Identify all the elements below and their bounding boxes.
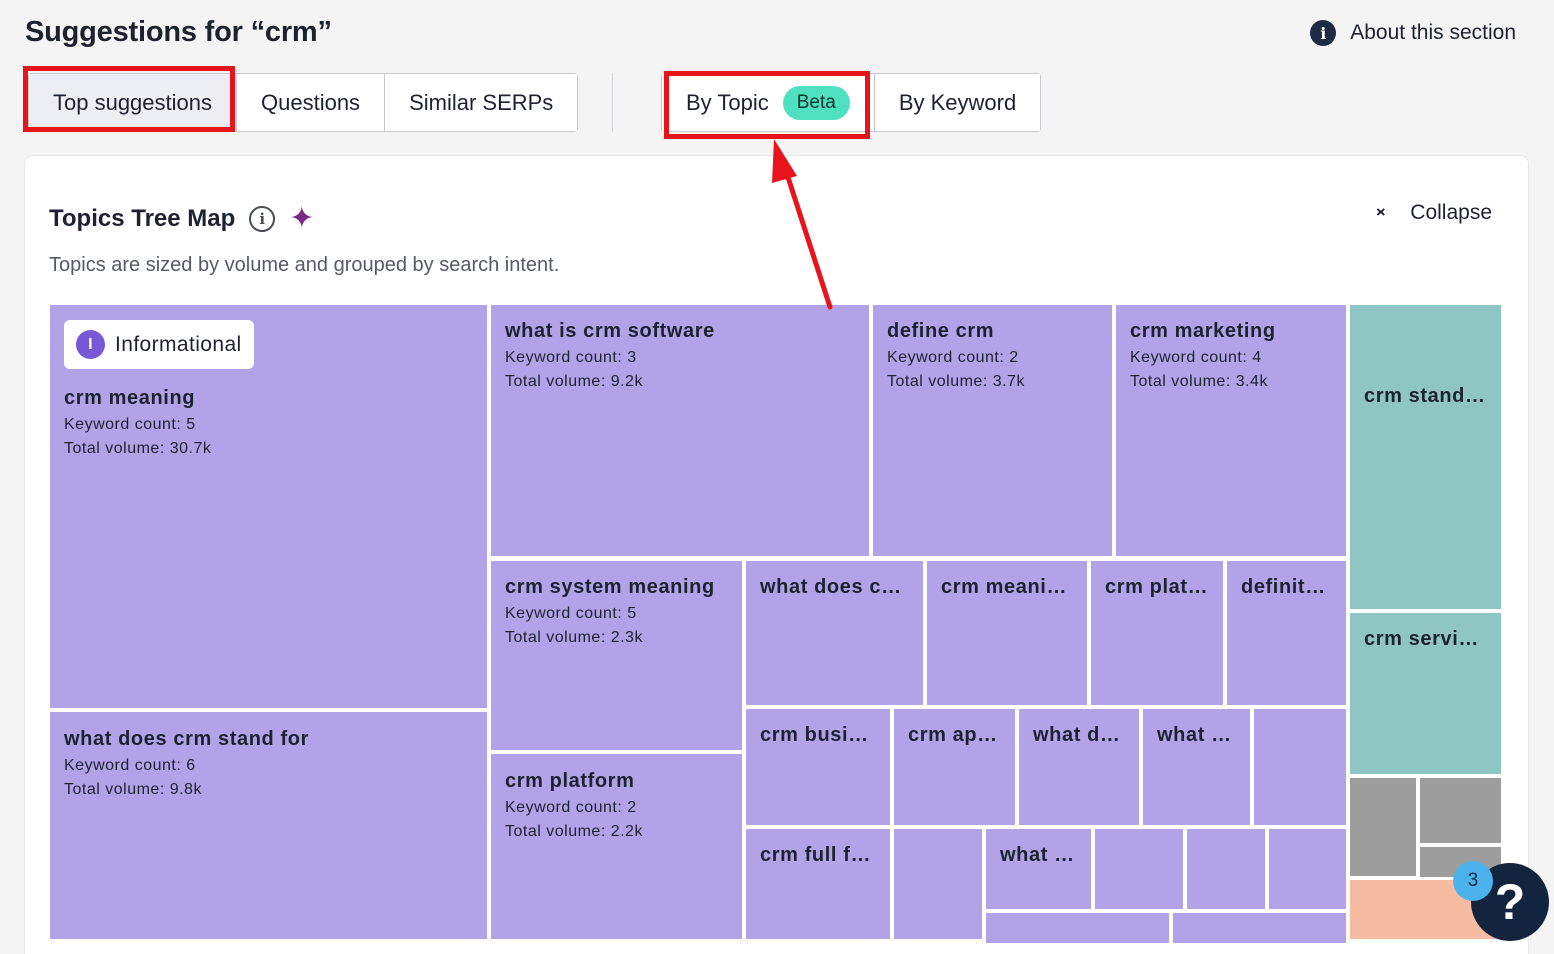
treemap-cell[interactable] — [1095, 829, 1183, 909]
topic-total-volume: Total volume: 30.7k — [64, 440, 212, 457]
topic-name: what … — [1000, 844, 1075, 866]
treemap-cell[interactable] — [986, 913, 1169, 943]
topic-keyword-count: Keyword count: 5 — [505, 605, 637, 622]
tab-by-topic-label: By Topic — [686, 89, 769, 115]
topic-total-volume: Total volume: 3.4k — [1130, 373, 1268, 390]
topic-keyword-count: Keyword count: 3 — [505, 349, 637, 366]
treemap-cell[interactable] — [894, 829, 982, 939]
topic-name: crm full f… — [760, 844, 872, 866]
collapse-label: Collapse — [1410, 201, 1492, 224]
question-icon: ? — [1494, 874, 1526, 930]
topic-total-volume: Total volume: 3.7k — [887, 373, 1025, 390]
tab-divider — [612, 73, 613, 132]
treemap-cell[interactable] — [1254, 709, 1346, 825]
intent-label: I Informational — [64, 320, 254, 369]
treemap-cell[interactable] — [1420, 778, 1501, 843]
treemap-cell[interactable] — [1269, 829, 1346, 909]
topic-name: definit… — [1241, 576, 1326, 598]
tab-by-topic[interactable]: By Topic Beta — [662, 74, 875, 131]
topic-keyword-count: Keyword count: 2 — [887, 349, 1019, 366]
topic-name: crm meani… — [941, 576, 1068, 598]
treemap-cell[interactable]: crm marketing Keyword count: 4 Total vol… — [1116, 305, 1346, 556]
topic-name: crm system meaning — [505, 576, 715, 598]
card-title: Topics Tree Map i ✦ — [49, 204, 314, 234]
treemap-cell[interactable]: crm full f… — [746, 829, 890, 939]
topic-name: crm plat… — [1105, 576, 1209, 598]
topic-name: define crm — [887, 320, 995, 342]
about-section-link[interactable]: i About this section — [1310, 20, 1516, 46]
treemap-cell[interactable] — [1350, 778, 1416, 876]
info-icon: i — [1310, 20, 1337, 46]
topic-name: what does crm stand for — [64, 728, 309, 750]
topic-name: crm stand… — [1364, 385, 1486, 407]
card-subtitle: Topics are sized by volume and grouped b… — [49, 254, 560, 276]
treemap-cell[interactable]: what … — [986, 829, 1091, 909]
page-title: Suggestions for “crm” — [25, 16, 332, 48]
topic-name: crm ap… — [908, 724, 998, 746]
treemap-cell[interactable]: what does crm stand for Keyword count: 6… — [50, 712, 487, 939]
topic-name: crm servi… — [1364, 628, 1479, 650]
treemap-cell[interactable] — [1187, 829, 1265, 909]
treemap-cell[interactable]: I Informational crm meaning Keyword coun… — [50, 305, 487, 708]
treemap-cell[interactable]: crm platform Keyword count: 2 Total volu… — [491, 754, 742, 939]
treemap-cell[interactable]: crm ap… — [894, 709, 1015, 825]
tab-similar-serps[interactable]: Similar SERPs — [385, 74, 578, 131]
intent-label-text: Informational — [115, 332, 242, 356]
tab-by-keyword[interactable]: By Keyword — [874, 74, 1041, 131]
topic-keyword-count: Keyword count: 4 — [1130, 349, 1262, 366]
about-section-label: About this section — [1350, 21, 1516, 44]
topic-name: crm busi… — [760, 724, 869, 746]
info-outline-icon[interactable]: i — [249, 206, 276, 232]
topic-name: what does cr… — [760, 576, 909, 598]
treemap-cell[interactable]: definit… — [1227, 561, 1346, 705]
treemap-cell[interactable]: crm servi… — [1350, 613, 1501, 774]
topic-total-volume: Total volume: 9.2k — [505, 373, 643, 390]
treemap-cell[interactable]: crm meani… — [927, 561, 1087, 705]
treemap-cell[interactable]: crm stand… — [1350, 305, 1501, 609]
treemap-cell[interactable]: crm system meaning Keyword count: 5 Tota… — [491, 561, 742, 750]
tab-top-suggestions[interactable]: Top suggestions — [29, 74, 237, 131]
treemap-cell[interactable] — [1173, 913, 1346, 943]
collapse-button[interactable]: ⌄ ⌃ Collapse — [1373, 197, 1492, 228]
topic-keyword-count: Keyword count: 5 — [64, 416, 196, 433]
treemap-cell[interactable]: what is crm software Keyword count: 3 To… — [491, 305, 869, 556]
sparkle-icon: ✦ — [289, 202, 315, 235]
treemap-cell[interactable]: what does cr… — [746, 561, 923, 705]
topic-keyword-count: Keyword count: 2 — [505, 799, 637, 816]
tab-questions[interactable]: Questions — [237, 74, 386, 131]
topic-name: what is crm software — [505, 320, 715, 342]
topic-total-volume: Total volume: 2.2k — [505, 823, 643, 840]
view-tabs: By Topic Beta By Keyword — [661, 73, 1042, 132]
suggestion-tabs: Top suggestions Questions Similar SERPs — [28, 73, 579, 132]
topic-name: what d… — [1033, 724, 1121, 746]
notification-count-badge: 3 — [1453, 861, 1493, 901]
topic-total-volume: Total volume: 2.3k — [505, 629, 643, 646]
topic-keyword-count: Keyword count: 6 — [64, 757, 196, 774]
informational-badge-icon: I — [76, 330, 105, 359]
topic-total-volume: Total volume: 9.8k — [64, 781, 202, 798]
topic-name: what … — [1157, 724, 1232, 746]
treemap-cell[interactable]: define crm Keyword count: 2 Total volume… — [873, 305, 1112, 556]
topic-name: crm marketing — [1130, 320, 1276, 342]
treemap-cell[interactable]: crm plat… — [1091, 561, 1223, 705]
collapse-chevrons-icon: ⌄ ⌃ — [1373, 197, 1389, 228]
treemap-cell[interactable]: what d… — [1019, 709, 1139, 825]
card-title-text: Topics Tree Map — [49, 205, 236, 232]
treemap-cell[interactable]: crm busi… — [746, 709, 890, 825]
beta-badge: Beta — [782, 85, 850, 120]
topic-name: crm platform — [505, 770, 635, 792]
treemap-cell[interactable]: what … — [1143, 709, 1250, 825]
topic-name: crm meaning — [64, 387, 196, 409]
